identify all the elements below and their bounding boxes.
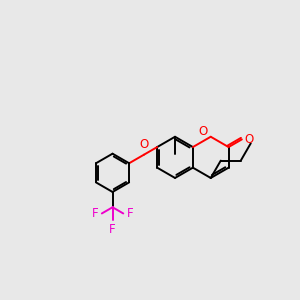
Text: F: F (109, 223, 116, 236)
Text: F: F (92, 207, 98, 220)
Text: O: O (139, 138, 148, 151)
Text: O: O (199, 125, 208, 138)
Text: O: O (245, 133, 254, 146)
Text: F: F (127, 207, 134, 220)
